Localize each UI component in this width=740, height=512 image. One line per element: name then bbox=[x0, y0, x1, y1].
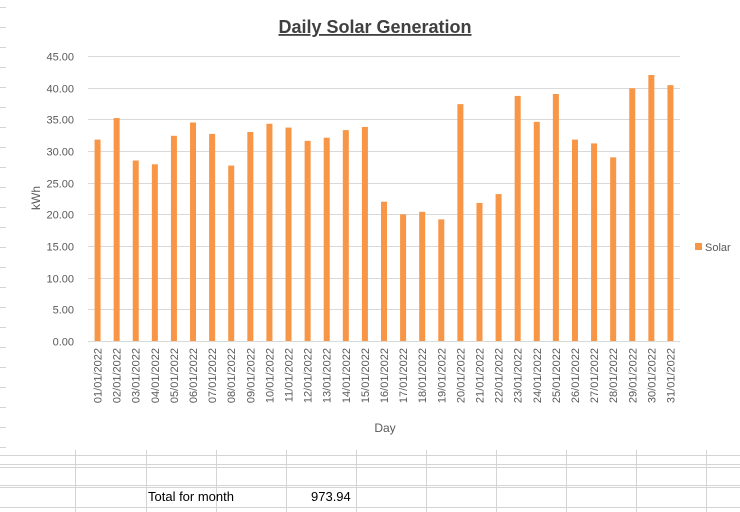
x-tick-label: 10/01/2022 bbox=[264, 348, 276, 403]
y-tick-label: 10.00 bbox=[46, 274, 74, 286]
bar bbox=[438, 219, 445, 341]
bar bbox=[571, 139, 578, 341]
y-tick-label: 0.00 bbox=[53, 337, 74, 349]
bar bbox=[495, 194, 502, 341]
x-tick-label: 12/01/2022 bbox=[303, 348, 315, 403]
x-tick-label: 09/01/2022 bbox=[245, 348, 257, 403]
x-tick-label: 26/01/2022 bbox=[570, 348, 582, 403]
bar bbox=[247, 132, 254, 341]
y-tick-label: 40.00 bbox=[46, 84, 74, 96]
bar bbox=[361, 126, 368, 342]
x-tick-label: 13/01/2022 bbox=[322, 348, 334, 403]
legend-swatch-solar bbox=[695, 243, 702, 250]
bar bbox=[304, 140, 311, 341]
y-axis-tick-labels: 0.00 5.00 10.00 15.00 20.00 25.00 30.00 35.00 40… bbox=[46, 52, 74, 349]
x-tick-label: 16/01/2022 bbox=[379, 348, 391, 403]
x-tick-label: 22/01/2022 bbox=[494, 348, 506, 403]
y-tick-label: 20.00 bbox=[46, 210, 74, 222]
x-tick-label: 15/01/2022 bbox=[360, 348, 372, 403]
x-tick-label: 20/01/2022 bbox=[455, 348, 467, 403]
x-tick-label: 28/01/2022 bbox=[608, 348, 620, 403]
x-tick-label: 25/01/2022 bbox=[551, 348, 563, 403]
x-tick-label: 03/01/2022 bbox=[131, 348, 143, 403]
bar bbox=[151, 164, 158, 341]
bar bbox=[514, 95, 521, 342]
y-tick-label: 35.00 bbox=[46, 115, 74, 127]
x-tick-label: 21/01/2022 bbox=[474, 348, 486, 403]
bar bbox=[591, 143, 598, 341]
gridlines bbox=[88, 56, 680, 342]
bar bbox=[170, 135, 177, 341]
x-tick-label: 11/01/2022 bbox=[284, 348, 296, 402]
x-tick-label: 31/01/2022 bbox=[665, 348, 677, 403]
bar bbox=[209, 133, 216, 341]
y-tick-label: 15.00 bbox=[46, 242, 74, 254]
legend: Solar bbox=[695, 242, 731, 254]
bar bbox=[400, 214, 407, 341]
x-tick-label: 08/01/2022 bbox=[226, 348, 238, 403]
total-label-cell: Total for month bbox=[148, 489, 234, 504]
x-tick-label: 24/01/2022 bbox=[532, 348, 544, 403]
x-tick-label: 29/01/2022 bbox=[627, 348, 639, 403]
x-tick-label: 02/01/2022 bbox=[112, 348, 124, 403]
bar bbox=[476, 202, 483, 341]
bars bbox=[94, 75, 674, 342]
bar bbox=[190, 122, 197, 341]
y-tick-label: 5.00 bbox=[53, 305, 74, 317]
x-tick-label: 17/01/2022 bbox=[398, 348, 410, 403]
bar bbox=[419, 211, 426, 341]
x-tick-label: 27/01/2022 bbox=[589, 348, 601, 403]
bar bbox=[285, 127, 292, 341]
bar bbox=[323, 137, 330, 341]
bar-chart: Daily Solar Generation 0.00 5.00 10.00 15.0… bbox=[29, 17, 731, 435]
bar bbox=[629, 88, 636, 341]
x-axis-label: Day bbox=[374, 421, 395, 435]
bar bbox=[113, 118, 120, 341]
x-tick-label: 30/01/2022 bbox=[646, 348, 658, 403]
x-tick-label: 18/01/2022 bbox=[417, 348, 429, 403]
bar bbox=[610, 157, 617, 341]
bar bbox=[381, 201, 387, 341]
legend-label-solar: Solar bbox=[705, 242, 731, 254]
y-tick-label: 25.00 bbox=[46, 179, 74, 191]
bar bbox=[457, 104, 464, 341]
x-tick-label: 07/01/2022 bbox=[207, 348, 219, 403]
x-tick-label: 06/01/2022 bbox=[188, 348, 200, 403]
bar bbox=[132, 160, 139, 341]
x-tick-label: 05/01/2022 bbox=[169, 348, 181, 403]
bar bbox=[266, 123, 273, 342]
bar bbox=[552, 94, 559, 341]
bar bbox=[94, 139, 101, 341]
x-tick-label: 04/01/2022 bbox=[150, 348, 162, 403]
bar bbox=[228, 165, 235, 341]
y-axis-label: kWh bbox=[29, 186, 43, 210]
x-tick-label: 14/01/2022 bbox=[341, 348, 353, 403]
y-tick-label: 45.00 bbox=[46, 52, 74, 64]
total-value-cell: 973.94 bbox=[311, 489, 351, 504]
x-tick-label: 19/01/2022 bbox=[436, 348, 448, 403]
x-axis-tick-labels: 01/01/2022 02/01/2022 03/01/2022 04/01/2022… bbox=[93, 348, 678, 403]
bar bbox=[667, 85, 674, 341]
bar bbox=[342, 130, 349, 341]
chart-area[interactable]: Daily Solar Generation 0.00 5.00 10.00 15.0… bbox=[6, 0, 740, 450]
bar bbox=[648, 75, 655, 341]
y-tick-label: 30.00 bbox=[46, 147, 74, 159]
x-tick-label: 01/01/2022 bbox=[93, 348, 105, 403]
bar bbox=[533, 121, 540, 342]
chart-title: Daily Solar Generation bbox=[278, 17, 471, 37]
x-tick-label: 23/01/2022 bbox=[513, 348, 525, 403]
